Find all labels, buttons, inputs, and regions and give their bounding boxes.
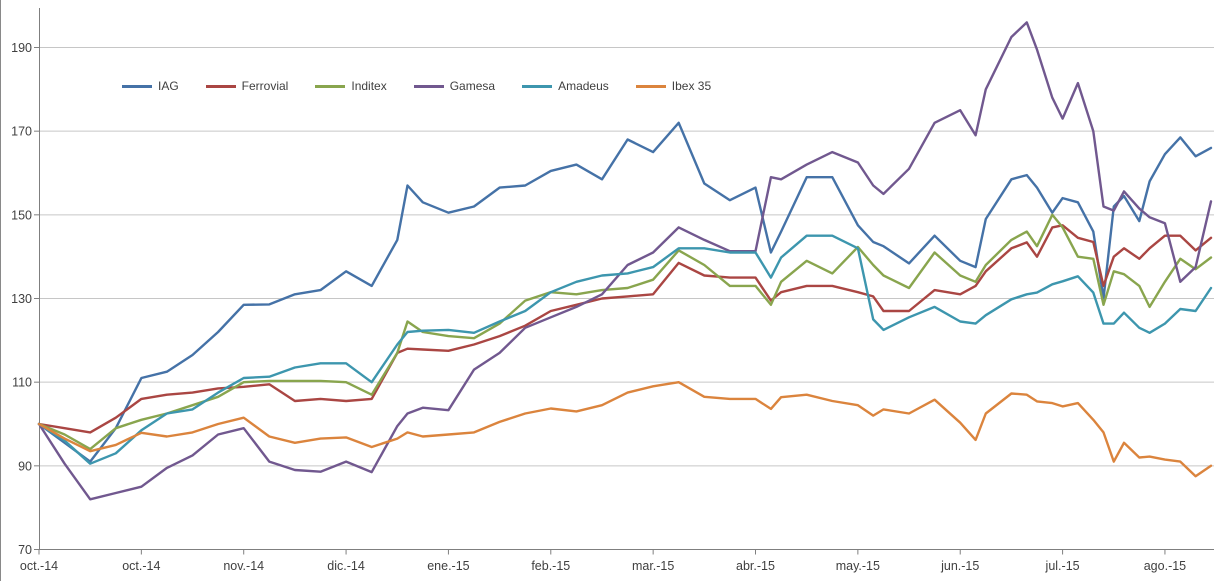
y-tick-label-150: 150 [11,208,32,222]
x-tick-label-oct-14-0: oct.-14 [20,559,58,573]
x-tick-label-feb-15-5: feb.-15 [531,559,570,573]
x-tick-label-ago-15-11: ago.-15 [1144,559,1186,573]
legend-label-ferrovial: Ferrovial [241,79,289,93]
x-tick-label-may-15-8: may.-15 [836,559,880,573]
x-tick-label-abr-15-7: abr.-15 [736,559,775,573]
y-tick-label-170: 170 [11,125,32,139]
series-line-amadeus [37,234,1213,465]
x-tick-label-ene-15-4: ene.-15 [427,559,469,573]
legend-item-ibex-35[interactable]: Ibex 35 [635,79,712,93]
legend-swatch-inditex [315,84,346,88]
legend-swatch-iag [122,84,152,88]
y-tick-label-110: 110 [12,376,32,390]
y-tick-label-190: 190 [11,41,32,55]
y-tick-label-70: 70 [18,543,32,557]
series-line-gamesa [37,21,1213,501]
legend-item-ferrovial[interactable]: Ferrovial [205,79,289,93]
y-tick-label-90: 90 [18,459,32,473]
legend-swatch-amadeus [522,84,553,88]
legend-swatch-ibex-35 [635,84,666,88]
legend-item-inditex[interactable]: Inditex [315,79,387,93]
legend-item-gamesa[interactable]: Gamesa [413,79,496,93]
legend-label-iag: IAG [158,79,179,93]
legend-item-iag[interactable]: IAG [122,79,179,93]
legend-label-amadeus: Amadeus [558,79,609,93]
x-tick-label-jun-15-9: jun.-15 [940,559,979,573]
y-tick-label-130: 130 [11,292,32,306]
legend-label-inditex: Inditex [351,79,387,93]
series-line-ferrovial [37,224,1213,434]
series-line-ibex-35 [37,381,1213,478]
legend-swatch-ferrovial [205,84,236,88]
x-tick-label-nov-14-2: nov.-14 [223,559,264,573]
legend-label-gamesa: Gamesa [449,79,496,93]
x-tick-label-jul-15-10: jul.-15 [1045,559,1080,573]
legend-item-amadeus[interactable]: Amadeus [522,79,609,93]
legend-swatch-gamesa [413,84,444,88]
chart-legend: IAG Ferrovial Inditex Gamesa Amadeus Ibex 35 [122,79,738,93]
x-tick-label-mar-15-6: mar.-15 [632,559,674,573]
legend-label-ibex-35: Ibex 35 [671,79,712,93]
x-tick-label-dic-14-3: dic.-14 [327,559,365,573]
x-tick-label-oct-14-1: oct.-14 [122,559,160,573]
series-line-inditex [37,213,1213,451]
series-line-iag [37,121,1213,463]
